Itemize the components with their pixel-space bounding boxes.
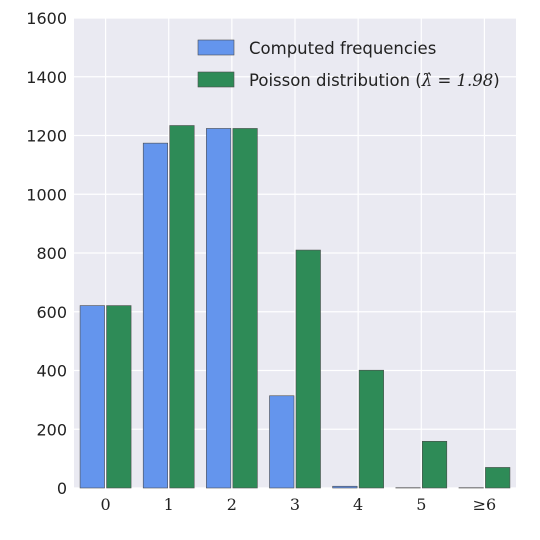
x-axis-tick-labels: 0 1 2 3 4 5 ≥6: [100, 495, 496, 514]
legend-label-computed-frequencies: Computed frequencies: [249, 39, 436, 58]
y-tick-label: 1000: [26, 185, 67, 204]
bars: [79, 125, 511, 489]
x-tick-label: 5: [416, 495, 426, 514]
x-tick-label: 3: [290, 495, 300, 514]
y-axis-tick-labels: 0 200 400 600 800 1000 1200 1400 1600: [26, 9, 67, 498]
y-tick-label: 400: [36, 362, 67, 381]
legend-label-poisson-distribution: Poisson distribution (λ̂ = 1.98): [249, 71, 500, 90]
y-tick-label: 200: [36, 420, 67, 439]
y-tick-label: 800: [36, 244, 67, 263]
bar-computed-4: [332, 485, 358, 489]
bar-computed-1: [142, 142, 169, 489]
x-tick-label: 4: [353, 495, 363, 514]
bar-poisson-1: [169, 125, 195, 489]
y-tick-label: 1400: [26, 68, 67, 87]
bar-computed-3: [269, 395, 295, 489]
bar-poisson-2: [232, 128, 258, 489]
legend-swatch-computed-frequencies: [197, 39, 235, 56]
legend-label-poisson-prefix: Poisson distribution (: [249, 71, 422, 90]
bar-poisson-5: [421, 440, 448, 489]
y-tick-label: 1600: [26, 9, 67, 28]
bar-poisson-6: [485, 467, 511, 489]
legend-label-poisson-suffix: ): [493, 71, 499, 90]
x-tick-label: 0: [100, 495, 110, 514]
y-tick-label: 0: [57, 479, 67, 498]
bar-poisson-0: [106, 305, 132, 489]
bar-computed-0: [79, 305, 105, 489]
bar-computed-2: [206, 128, 232, 489]
x-tick-label: ≥6: [473, 495, 497, 514]
legend: Computed frequencies Poisson distributio…: [197, 39, 500, 90]
x-tick-label: 2: [227, 495, 237, 514]
legend-label-poisson-lambda: λ̂ = 1.98: [421, 71, 494, 90]
x-tick-label: 1: [164, 495, 174, 514]
y-tick-label: 600: [36, 303, 67, 322]
legend-swatch-poisson-distribution: [197, 71, 235, 88]
y-tick-label: 1200: [26, 127, 67, 146]
bar-poisson-4: [358, 369, 384, 489]
bar-poisson-3: [295, 249, 321, 489]
